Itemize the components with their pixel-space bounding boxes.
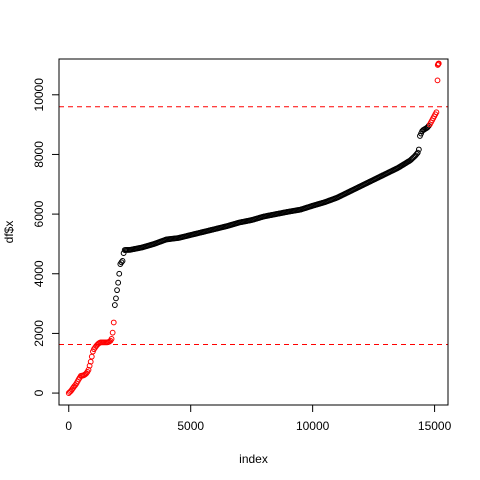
data-point bbox=[86, 362, 93, 369]
y-tick-label: 8000 bbox=[32, 141, 46, 168]
y-tick-label: 6000 bbox=[32, 200, 46, 227]
data-point bbox=[414, 149, 421, 156]
data-point bbox=[113, 295, 119, 302]
data-point bbox=[110, 319, 117, 326]
x-tick-label: 10000 bbox=[296, 419, 330, 433]
data-point bbox=[118, 259, 125, 266]
data-point bbox=[109, 329, 116, 336]
y-tick-label: 4000 bbox=[32, 260, 46, 287]
data-point bbox=[114, 287, 120, 294]
data-point bbox=[413, 151, 420, 157]
data-point bbox=[119, 258, 126, 264]
y-tick-label: 2000 bbox=[32, 320, 46, 347]
data-point bbox=[116, 270, 123, 277]
x-axis: 0 5000 10000 15000 bbox=[65, 404, 452, 433]
data-point bbox=[434, 77, 441, 84]
data-points bbox=[65, 60, 442, 396]
data-point bbox=[433, 109, 440, 116]
x-tick-label: 5000 bbox=[177, 419, 204, 433]
y-axis: 0 2000 4000 6000 8000 10000 bbox=[32, 78, 60, 396]
x-tick-label: 15000 bbox=[418, 419, 452, 433]
data-point bbox=[111, 302, 118, 308]
data-point bbox=[435, 60, 442, 67]
data-point bbox=[108, 336, 115, 342]
data-point bbox=[115, 279, 122, 286]
y-tick-label: 0 bbox=[32, 389, 46, 396]
x-tick-label: 0 bbox=[65, 419, 72, 433]
x-axis-title: index bbox=[239, 452, 268, 466]
y-axis-title: df$x bbox=[2, 221, 16, 244]
reference-lines bbox=[59, 106, 448, 345]
data-point bbox=[87, 358, 94, 365]
data-point bbox=[88, 353, 95, 360]
data-point bbox=[415, 146, 422, 153]
data-point bbox=[85, 366, 92, 373]
y-tick-label: 10000 bbox=[32, 78, 46, 112]
